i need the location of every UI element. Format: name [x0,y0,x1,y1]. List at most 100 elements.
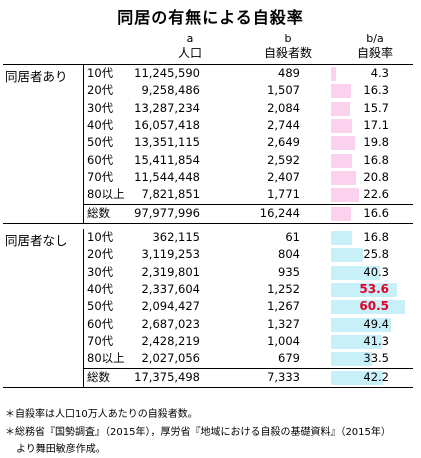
rate-bar [331,101,351,116]
group-label: 同居者あり [5,69,68,84]
table-row: 10代 362,115 61 16.8 [0,229,421,246]
age-cell: 50代 [87,135,114,150]
col-b-letter: b [284,32,292,45]
suicides-cell: 1,267 [267,299,300,314]
group-label: 同居者なし [5,233,68,248]
rate-bar [331,371,383,386]
rate-bar [331,282,397,297]
population-cell: 11,245,590 [134,66,200,80]
rate-cell: 16.8 [363,230,389,244]
table-total-row: 総数 97,977,996 16,244 16.6 [0,205,421,222]
age-cell: 総数 [87,206,110,221]
suicides-cell: 1,771 [267,187,300,202]
suicides-cell: 1,327 [267,316,300,331]
table-row: 60代 2,687,023 1,327 49.4 [0,316,421,333]
population-cell: 9,258,486 [141,83,200,98]
rate-bar [331,300,405,315]
table-row: 70代 11,544,448 2,407 20.8 [0,169,421,186]
population-cell: 16,057,418 [134,117,200,132]
age-cell: 50代 [87,299,114,314]
suicides-cell: 679 [278,351,300,366]
rate-cell: 16.6 [363,206,389,221]
suicides-cell: 804 [278,247,300,262]
population-cell: 2,428,219 [141,333,200,348]
suicides-cell: 489 [278,66,300,80]
group-rule [3,222,413,224]
table-row: 40代 16,057,418 2,744 17.1 [0,117,421,134]
group-rule [3,386,413,388]
rate-cell: 33.5 [363,351,389,366]
rate-cell: 49.4 [363,316,389,331]
age-cell: 20代 [87,83,114,98]
suicides-cell: 2,592 [267,152,300,167]
rate-cell: 15.7 [363,100,389,115]
rate-cell: 4.3 [370,66,389,80]
rate-bar [331,67,337,81]
age-cell: 80以上 [87,351,125,366]
age-cell: 30代 [87,100,114,115]
table-row: 80以上 7,821,851 1,771 22.6 [0,186,421,203]
suicides-cell: 1,252 [267,281,300,296]
rate-cell: 19.8 [363,135,389,150]
rate-bar [331,231,352,245]
rate-bar [331,352,372,367]
rate-cell: 20.8 [363,169,389,184]
suicides-cell: 2,084 [267,100,300,115]
population-cell: 2,687,023 [141,316,200,331]
table-row: 40代 2,337,604 1,252 53.6 [0,281,421,298]
population-cell: 2,027,056 [141,351,200,366]
group-divider [83,229,84,387]
age-cell: 40代 [87,281,114,296]
population-cell: 362,115 [152,230,200,244]
page-title: 同居の有無による自殺率 [117,8,304,27]
age-cell: 10代 [87,230,114,244]
age-cell: 総数 [87,370,110,385]
header-rule [3,64,413,65]
population-cell: 17,375,498 [134,370,200,385]
rate-cell: 22.6 [363,187,389,202]
suicides-cell: 2,744 [267,117,300,132]
age-cell: 20代 [87,247,114,262]
age-cell: 40代 [87,117,114,132]
rate-bar [331,207,352,222]
population-cell: 15,411,854 [134,152,200,167]
col-a-letter: a [186,32,194,45]
suicides-cell: 16,244 [259,206,300,221]
suicides-cell: 2,649 [267,135,300,150]
suicides-cell: 7,333 [267,370,300,385]
suicides-cell: 935 [278,264,300,279]
table-row: 10代 11,245,590 489 4.3 [0,65,421,82]
suicides-cell: 2,407 [267,169,300,184]
table-row: 30代 2,319,801 935 40.3 [0,264,421,281]
col-c-label: 自殺率 [356,46,393,60]
suicides-cell: 1,507 [267,83,300,98]
rate-bar [331,265,381,280]
table-row: 20代 3,119,253 804 25.8 [0,246,421,263]
col-b-label: 自殺者数 [263,46,312,60]
rate-bar [331,188,359,203]
age-cell: 70代 [87,169,114,184]
population-cell: 2,319,801 [141,264,200,279]
suicides-cell: 1,004 [267,333,300,348]
age-cell: 80以上 [87,187,125,202]
rate-cell: 60.5 [359,299,389,314]
rate-cell: 42.2 [363,370,389,385]
table-row: 50代 13,351,115 2,649 19.8 [0,134,421,151]
group-divider [83,65,84,223]
note-2: ＊総務省『国勢調査』（2015年），厚労省『地域における自殺の基礎資料』（201… [5,427,391,438]
rate-cell: 17.1 [363,117,389,132]
table-row: 50代 2,094,427 1,267 60.5 [0,298,421,315]
rate-bar [331,153,352,168]
population-cell: 97,977,996 [134,206,200,221]
rate-bar [331,118,352,133]
rate-bar [331,170,357,185]
age-cell: 60代 [87,152,114,167]
rate-cell: 25.8 [363,247,389,262]
population-cell: 11,544,448 [134,169,200,184]
rate-bar [331,317,392,332]
rate-cell: 41.3 [363,333,389,348]
table-total-row: 総数 17,375,498 7,333 42.2 [0,369,421,386]
total-rule [83,368,413,370]
table-row: 30代 13,287,234 2,084 15.7 [0,100,421,117]
col-a-label: 人口 [177,46,202,60]
